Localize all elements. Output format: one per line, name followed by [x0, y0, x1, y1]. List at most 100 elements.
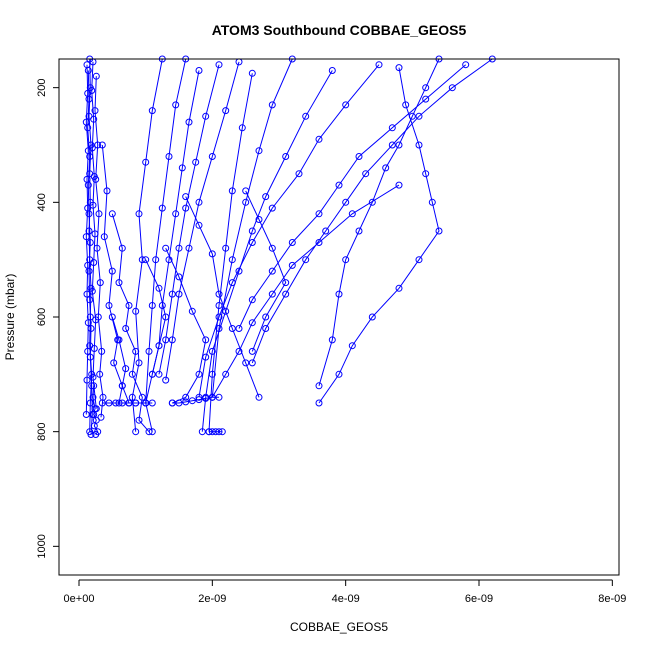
data-point [90, 259, 98, 266]
data-point [98, 347, 106, 355]
data-point [215, 313, 223, 321]
series-line [318, 58, 440, 386]
data-point [89, 373, 97, 381]
data-point [87, 431, 95, 438]
data-point [90, 115, 98, 123]
data-point [228, 256, 236, 264]
data-point [155, 370, 163, 378]
data-point [422, 170, 430, 178]
data-point [175, 399, 183, 407]
data-point [168, 290, 176, 298]
data-point [122, 365, 130, 373]
data-point [165, 256, 173, 264]
data-point [88, 382, 96, 390]
data-point [462, 61, 470, 69]
data-point [118, 382, 126, 390]
data-point [152, 256, 160, 264]
series-line [185, 196, 260, 398]
x-tick-label: 6e-09 [465, 593, 493, 605]
data-point [215, 61, 223, 69]
y-tick-label: 200 [36, 78, 48, 96]
data-point [122, 325, 130, 332]
data-point [415, 141, 423, 149]
data-point [105, 302, 113, 309]
data-point [205, 428, 213, 436]
data-point [288, 239, 296, 246]
data-point [355, 227, 363, 235]
data-point [268, 244, 276, 252]
y-tick-label: 400 [36, 193, 48, 211]
data-point [212, 428, 220, 436]
data-point [295, 170, 303, 178]
data-point [85, 227, 93, 235]
series-17 [195, 61, 383, 401]
data-point [215, 325, 223, 332]
data-point [215, 428, 223, 436]
data-point [195, 198, 203, 206]
x-tick-label: 4e-09 [332, 593, 360, 605]
data-point [90, 382, 98, 390]
data-point [195, 396, 203, 404]
data-point [165, 153, 173, 160]
series-line [94, 76, 104, 418]
data-point [248, 347, 256, 355]
data-point [128, 393, 136, 401]
data-point [248, 296, 256, 304]
data-point [362, 170, 370, 178]
y-tick-label: 800 [36, 422, 48, 440]
series-line [211, 184, 400, 398]
series-line [198, 64, 380, 398]
data-point [368, 198, 376, 206]
data-point [282, 153, 290, 160]
data-point [188, 397, 196, 405]
data-point [162, 313, 170, 321]
data-point [248, 239, 256, 246]
data-point [268, 267, 276, 275]
y-axis-label: Pressure (mbar) [3, 274, 17, 361]
data-point [192, 158, 200, 166]
series-29 [98, 399, 156, 407]
data-point [268, 290, 276, 298]
data-point [382, 164, 390, 172]
data-point [282, 290, 290, 298]
data-point [182, 204, 190, 212]
series-line [111, 213, 150, 433]
data-point [87, 325, 95, 332]
series-23 [182, 193, 263, 401]
data-point [132, 399, 140, 407]
data-point [302, 112, 310, 120]
data-point [255, 216, 263, 223]
data-point [222, 370, 230, 378]
series-line [245, 190, 287, 352]
data-point [132, 428, 140, 436]
series-line [211, 58, 293, 398]
data-point [86, 296, 94, 304]
data-point [388, 141, 396, 149]
data-point [315, 399, 323, 407]
data-point [84, 124, 92, 132]
data-point [388, 124, 396, 132]
data-point [268, 204, 276, 212]
data-point [148, 107, 156, 115]
data-point [235, 347, 243, 355]
y-tick-label: 1000 [36, 534, 48, 558]
data-point [125, 399, 133, 407]
series-line [151, 70, 200, 375]
data-point [162, 376, 170, 384]
data-point [195, 393, 203, 401]
data-point [182, 393, 190, 401]
y-tick-label: 600 [36, 308, 48, 326]
data-point [115, 336, 123, 344]
series-20 [205, 69, 256, 436]
series-layer [82, 55, 496, 438]
data-point [85, 267, 93, 275]
data-point [112, 399, 120, 407]
data-point [148, 302, 156, 309]
data-point [335, 370, 343, 378]
data-point [288, 261, 296, 269]
data-point [94, 141, 102, 149]
data-point [215, 302, 223, 309]
data-point [422, 95, 430, 103]
data-point [92, 431, 100, 438]
